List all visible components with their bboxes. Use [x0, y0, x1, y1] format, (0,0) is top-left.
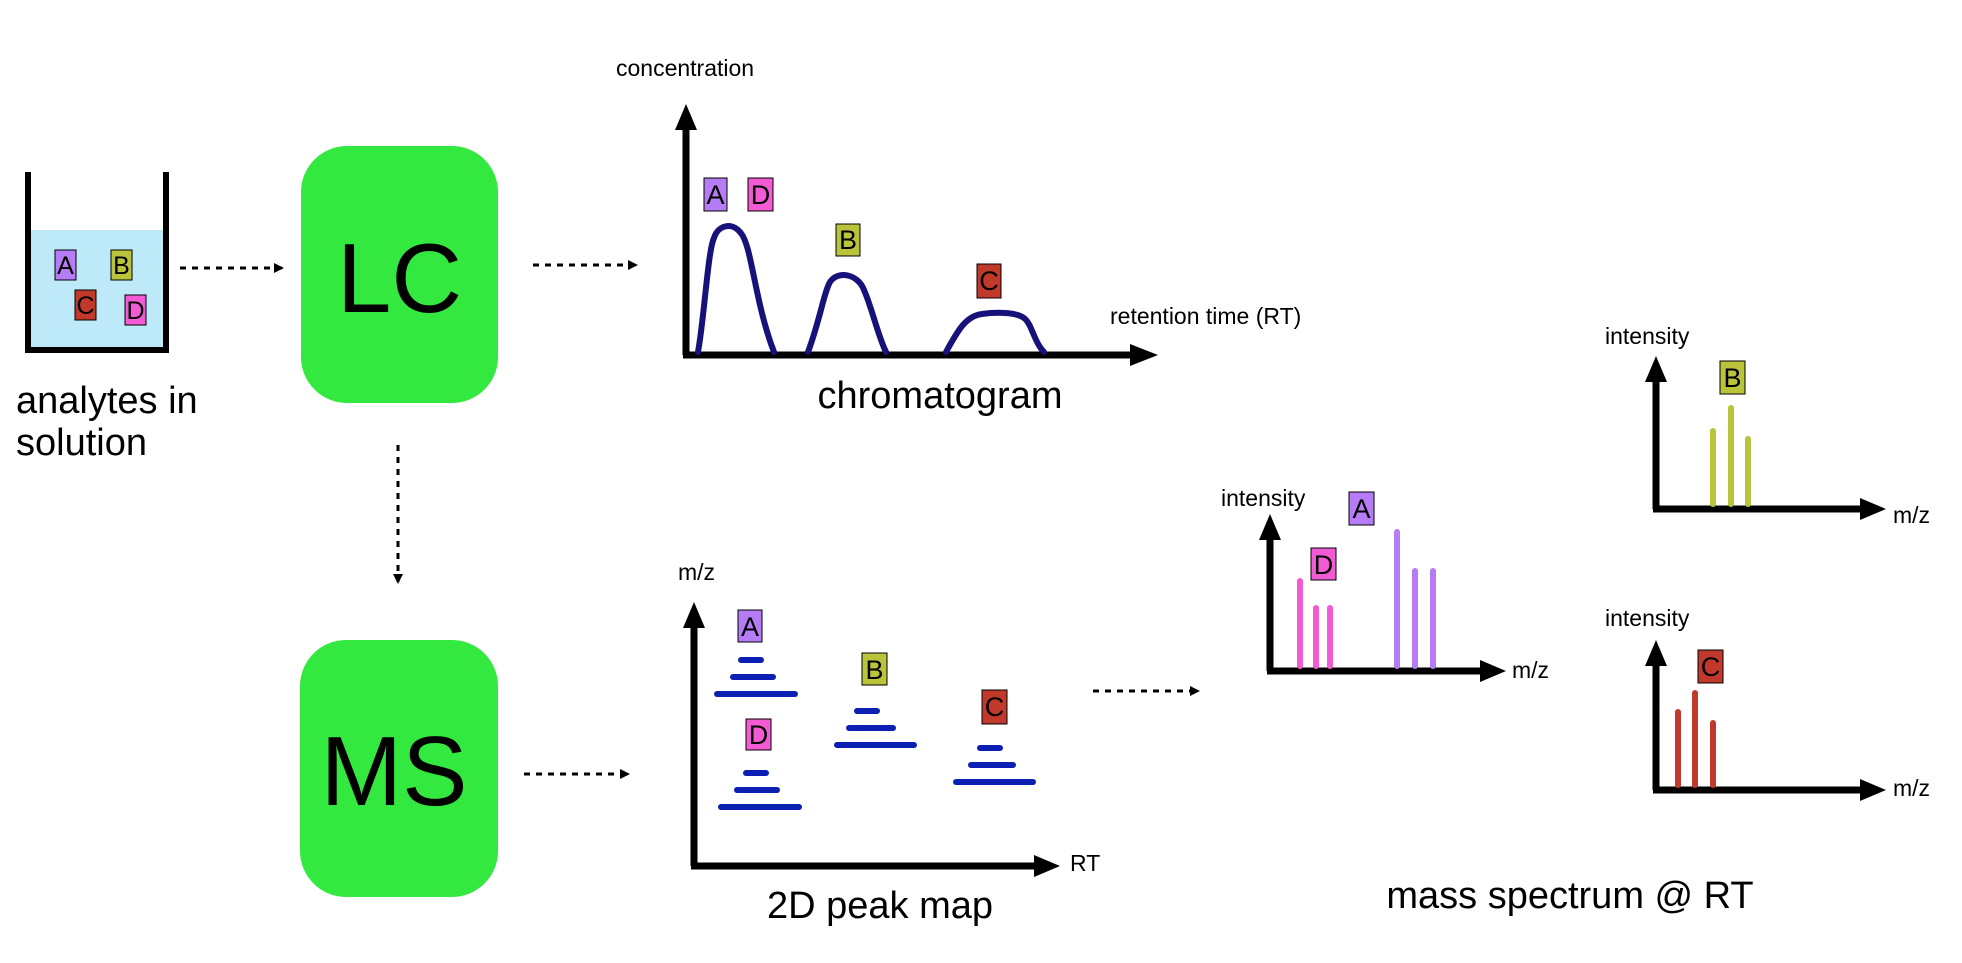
- peakmap-tag-b: B: [861, 652, 888, 686]
- svg-text:A: A: [57, 252, 74, 280]
- svg-text:B: B: [113, 252, 130, 280]
- spec-d-lines: [1297, 578, 1333, 669]
- spec-c-x-arrowhead: [1860, 779, 1886, 801]
- peak-ad: [695, 223, 777, 355]
- beaker: A B C D: [25, 172, 169, 353]
- svg-text:D: D: [126, 297, 144, 325]
- analytes-label-line1: analytes in: [16, 380, 198, 422]
- chromatogram-tag-d: D: [747, 177, 774, 212]
- ms-block: MS: [300, 640, 498, 897]
- spec-b-lines: [1710, 405, 1751, 507]
- mass-spectrum-c: intensity m/z C: [1605, 605, 1930, 801]
- spec-ad-y-label: intensity: [1221, 485, 1306, 511]
- spec-a-lines: [1394, 529, 1436, 669]
- spec-b-tag-b: B: [1719, 360, 1746, 395]
- analyte-tag-a: A: [54, 249, 77, 281]
- spec-ad-x-arrowhead: [1480, 660, 1506, 682]
- svg-text:C: C: [1701, 652, 1721, 682]
- spec-ad-tag-a: A: [1348, 491, 1375, 526]
- spec-c-lines: [1675, 690, 1716, 788]
- peakmap-tag-d: D: [745, 718, 772, 751]
- peak-b: [805, 272, 889, 355]
- chromatogram-tag-a: A: [703, 177, 728, 212]
- spec-b-y-label: intensity: [1605, 323, 1690, 349]
- chromatogram: concentration retention time (RT) chroma…: [616, 55, 1301, 417]
- svg-text:C: C: [979, 266, 999, 296]
- lc-label: LC: [337, 223, 462, 333]
- chromatogram-y-arrowhead: [675, 104, 697, 130]
- chromatogram-x-arrowhead: [1130, 344, 1158, 366]
- chromatogram-tag-b: B: [835, 223, 861, 257]
- spec-ad-tag-d: D: [1310, 547, 1337, 581]
- spec-b-x-label: m/z: [1893, 502, 1930, 528]
- svg-text:D: D: [1314, 550, 1334, 580]
- svg-text:C: C: [76, 292, 94, 320]
- svg-text:A: A: [741, 612, 759, 642]
- peak-map: m/z RT 2D peak map A D B: [678, 559, 1100, 927]
- spec-b-y-arrowhead: [1645, 356, 1667, 382]
- spec-ad-y-arrowhead: [1259, 514, 1281, 540]
- svg-text:D: D: [749, 720, 769, 750]
- svg-text:B: B: [839, 225, 857, 255]
- peakmap-tag-a: A: [737, 609, 763, 643]
- chromatogram-peaks: [695, 223, 1047, 355]
- svg-text:B: B: [1723, 363, 1741, 393]
- analyte-tag-c: C: [74, 289, 97, 321]
- beaker-outline: [25, 172, 169, 353]
- svg-text:A: A: [706, 180, 724, 210]
- analyte-tag-d: D: [124, 294, 147, 326]
- chromatogram-y-label: concentration: [616, 55, 754, 81]
- svg-text:C: C: [985, 692, 1005, 722]
- spec-b-x-arrowhead: [1860, 498, 1886, 520]
- solution: [30, 230, 164, 348]
- peakmap-title: 2D peak map: [767, 885, 993, 927]
- peakmap-x-label: RT: [1070, 850, 1100, 876]
- peak-c: [943, 309, 1047, 355]
- svg-text:A: A: [1352, 494, 1370, 524]
- peakmap-x-arrowhead: [1034, 855, 1060, 877]
- peakmap-bars: [714, 657, 1036, 810]
- peakmap-y-arrowhead: [683, 602, 705, 628]
- chromatogram-x-label: retention time (RT): [1110, 303, 1301, 329]
- peakmap-y-label: m/z: [678, 559, 715, 585]
- chromatogram-tag-c: C: [976, 263, 1002, 299]
- mass-spectrum-b: intensity m/z B: [1605, 323, 1930, 528]
- spec-c-y-label: intensity: [1605, 605, 1690, 631]
- mass-spectrum-ad: intensity m/z D A: [1221, 485, 1549, 683]
- chromatogram-title: chromatogram: [818, 375, 1063, 417]
- spectrum-title: mass spectrum @ RT: [1386, 875, 1753, 917]
- svg-text:B: B: [865, 655, 883, 685]
- analytes-label-line2: solution: [16, 422, 147, 464]
- ms-label: MS: [321, 716, 468, 826]
- spec-c-tag-c: C: [1697, 649, 1724, 684]
- lc-block: LC: [301, 146, 498, 403]
- spec-c-y-arrowhead: [1645, 640, 1667, 666]
- flow-arrows: [180, 260, 1200, 779]
- analyte-tag-b: B: [110, 249, 133, 281]
- spec-ad-x-label: m/z: [1512, 657, 1549, 683]
- peakmap-tag-c: C: [981, 689, 1008, 725]
- svg-text:D: D: [751, 180, 771, 210]
- spec-c-x-label: m/z: [1893, 775, 1930, 801]
